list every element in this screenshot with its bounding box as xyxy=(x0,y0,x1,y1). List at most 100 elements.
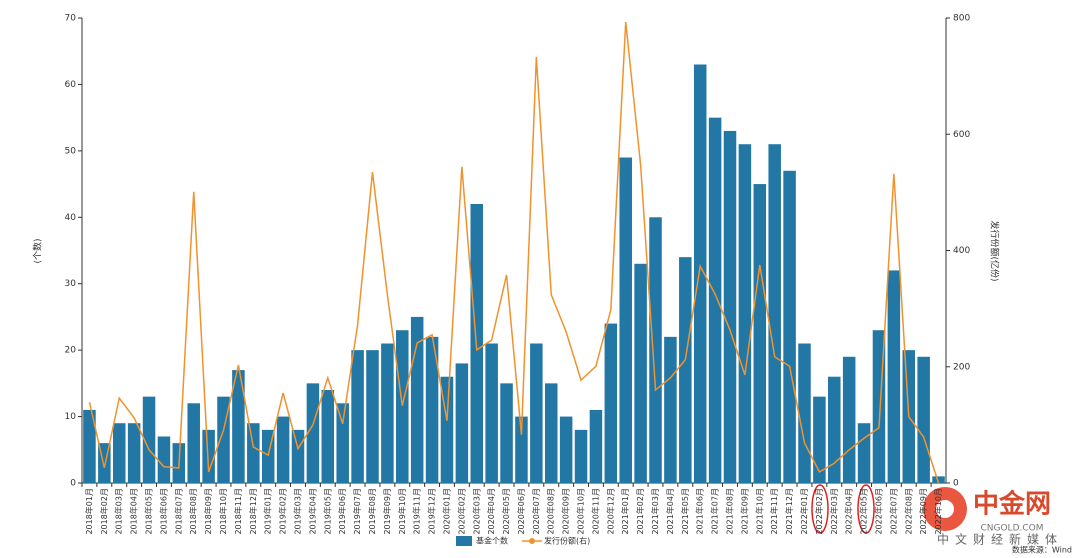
bar xyxy=(336,403,349,483)
bar xyxy=(544,383,558,483)
y-tick-label: 0 xyxy=(70,479,76,489)
x-tick-label: 2022年08月 xyxy=(903,488,913,535)
bar xyxy=(425,336,439,483)
x-tick-label: 2018年12月 xyxy=(248,488,258,535)
bar xyxy=(783,170,796,484)
x-tick-label: 2019年02月 xyxy=(278,488,288,535)
bar xyxy=(634,263,647,483)
y2-tick-label: 0 xyxy=(953,479,959,489)
x-tick-label: 2018年02月 xyxy=(99,488,109,535)
x-tick-label: 2020年01月 xyxy=(441,488,451,535)
legend-label: 发行份额(右) xyxy=(544,536,590,546)
watermark-name: 中金网 xyxy=(973,489,1051,520)
y-tick-label: 70 xyxy=(65,14,77,24)
y2-tick-label: 800 xyxy=(953,14,970,24)
bar xyxy=(410,316,424,483)
bar xyxy=(276,416,290,483)
watermark-slogan: 中文财经新媒体 xyxy=(937,532,1063,547)
x-tick-label: 2020年05月 xyxy=(501,488,511,535)
x-tick-label: 2019年12月 xyxy=(427,488,437,535)
bar xyxy=(604,323,618,483)
bar xyxy=(917,356,930,483)
x-tick-label: 2020年02月 xyxy=(456,488,466,535)
bar xyxy=(306,383,320,483)
bar xyxy=(366,350,379,483)
legend-swatch xyxy=(529,538,535,544)
legend-swatch xyxy=(456,536,472,546)
bar xyxy=(723,130,737,483)
bar xyxy=(693,64,707,483)
watermark-url: CNGOLD.COM xyxy=(980,524,1043,534)
y2-tick-label: 200 xyxy=(953,362,970,372)
x-tick-label: 2022年10月 xyxy=(933,488,943,535)
bar xyxy=(232,370,245,483)
x-tick-label: 2020年07月 xyxy=(531,488,541,535)
bar xyxy=(738,144,752,483)
x-tick-label: 2021年08月 xyxy=(725,488,735,535)
x-tick-label: 2019年04月 xyxy=(307,488,317,535)
bar xyxy=(381,343,394,483)
x-tick-label: 2020年10月 xyxy=(576,488,586,535)
bar xyxy=(247,423,260,483)
highlight-circle xyxy=(857,484,875,534)
x-tick-label: 2021年03月 xyxy=(650,488,660,535)
x-tick-label: 2018年05月 xyxy=(144,488,154,535)
x-tick-label: 2018年07月 xyxy=(173,488,183,535)
y-tick-label: 20 xyxy=(65,346,77,356)
y-axis-label: (个数) xyxy=(32,238,44,263)
y2-tick-label: 400 xyxy=(953,246,970,256)
line xyxy=(88,21,940,484)
y2-axis-label: 发行份额(亿份) xyxy=(989,220,1001,281)
x-tick-label: 2022年02月 xyxy=(814,488,824,535)
x-tick-label: 2018年09月 xyxy=(203,488,213,535)
bar xyxy=(842,356,856,483)
bar xyxy=(291,429,305,483)
bar xyxy=(857,423,871,483)
x-tick-label: 2018年10月 xyxy=(218,488,228,535)
bar xyxy=(455,363,469,483)
x-tick-label: 2021年10月 xyxy=(754,488,764,535)
bar xyxy=(351,350,364,483)
x-tick-label: 2020年09月 xyxy=(561,488,571,535)
bar xyxy=(396,330,409,483)
x-tick-label: 2021年12月 xyxy=(784,488,794,535)
x-tick-label: 2020年08月 xyxy=(546,488,556,535)
bar xyxy=(202,429,215,483)
x-tick-label: 2021年04月 xyxy=(665,488,675,535)
bar xyxy=(500,383,513,483)
x-tick-label: 2021年11月 xyxy=(769,488,779,535)
x-tick-label: 2019年05月 xyxy=(322,488,332,535)
bar xyxy=(887,270,901,483)
bar xyxy=(589,409,603,483)
x-tick-label: 2022年09月 xyxy=(918,488,928,535)
x-tick-label: 2022年03月 xyxy=(829,488,839,535)
bar xyxy=(142,396,156,483)
x-tick-label: 2021年07月 xyxy=(710,488,720,535)
bar xyxy=(798,343,811,483)
bar xyxy=(708,117,722,484)
x-tick-label: 2022年07月 xyxy=(888,488,898,535)
bar xyxy=(828,376,841,483)
x-tick-label: 2022年06月 xyxy=(873,488,883,535)
y-tick-label: 60 xyxy=(65,80,77,90)
x-tick-label: 2020年04月 xyxy=(486,488,496,535)
x-tick-label: 2021年09月 xyxy=(739,488,749,535)
x-tick-label: 2019年07月 xyxy=(352,488,362,535)
legend-label: 基金个数 xyxy=(476,536,508,546)
bar xyxy=(530,343,543,483)
x-tick-label: 2019年03月 xyxy=(293,488,303,535)
x-tick-label: 2022年01月 xyxy=(799,488,809,535)
logo-icon xyxy=(936,500,954,518)
x-tick-label: 2018年03月 xyxy=(114,488,124,535)
bar xyxy=(649,217,662,484)
x-tick-label: 2021年01月 xyxy=(620,488,630,535)
x-tick-label: 2022年05月 xyxy=(859,488,869,535)
x-tick-label: 2018年04月 xyxy=(129,488,139,535)
x-tick-label: 2020年06月 xyxy=(516,488,526,535)
x-tick-label: 2019年11月 xyxy=(412,488,422,535)
y-tick-label: 40 xyxy=(65,213,77,223)
x-tick-label: 2019年10月 xyxy=(397,488,407,535)
x-tick-label: 2018年08月 xyxy=(188,488,198,535)
x-tick-label: 2019年06月 xyxy=(337,488,347,535)
